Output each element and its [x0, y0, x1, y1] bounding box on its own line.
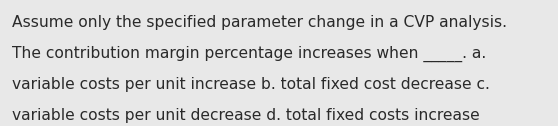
- Text: variable costs per unit decrease d. total fixed costs increase: variable costs per unit decrease d. tota…: [12, 108, 480, 123]
- Text: Assume only the specified parameter change in a CVP analysis.: Assume only the specified parameter chan…: [12, 15, 507, 30]
- Text: variable costs per unit increase b. total fixed cost decrease c.: variable costs per unit increase b. tota…: [12, 77, 490, 92]
- Text: The contribution margin percentage increases when _____. a.: The contribution margin percentage incre…: [12, 46, 487, 62]
